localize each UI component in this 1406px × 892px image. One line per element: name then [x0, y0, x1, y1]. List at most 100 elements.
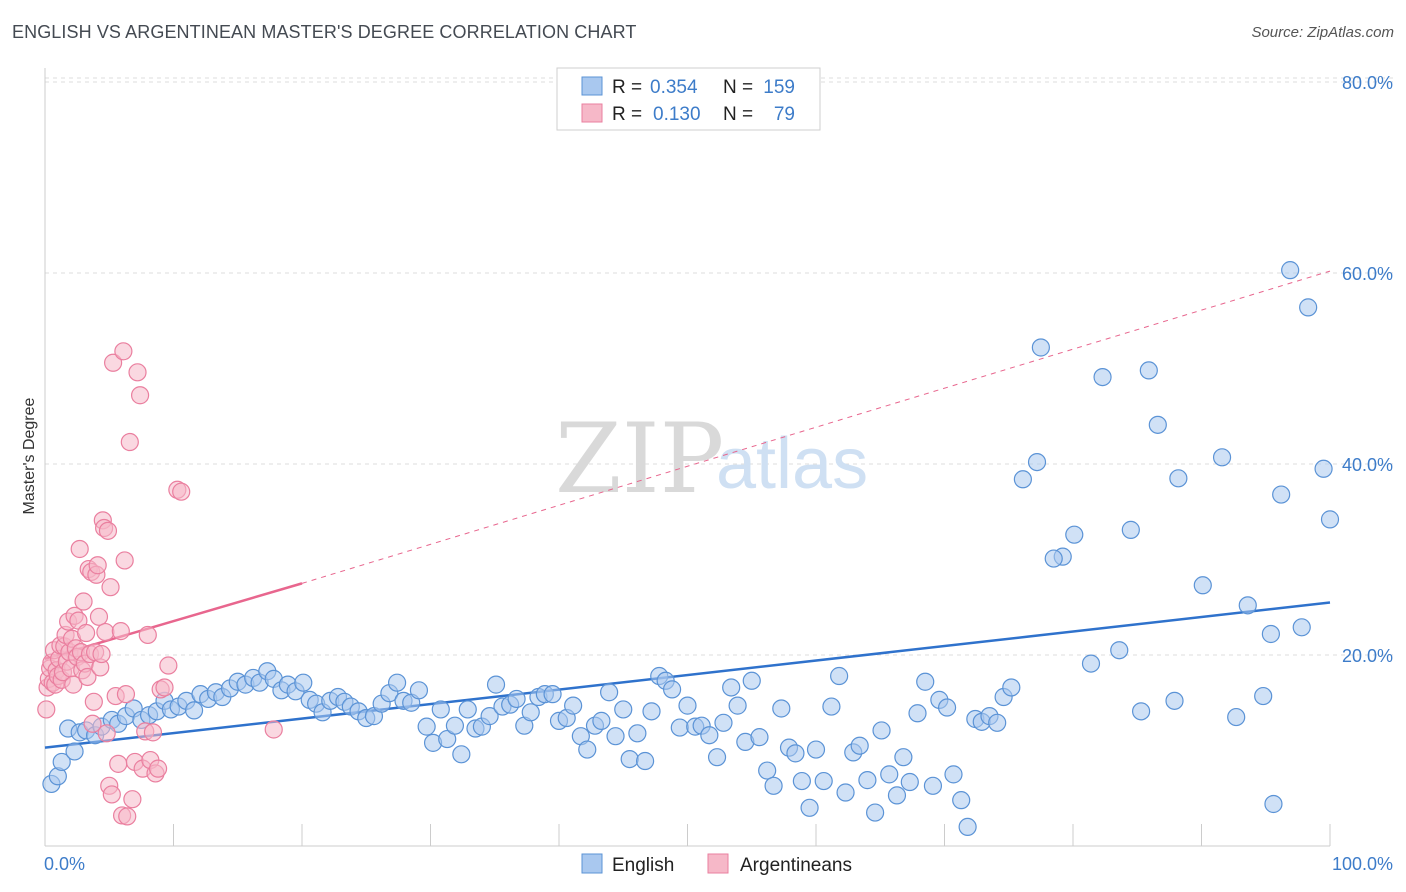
chart-source: Source: ZipAtlas.com — [1251, 24, 1394, 41]
argentineans-point-65 — [130, 386, 150, 405]
english-point-107 — [806, 740, 826, 759]
english-point-81 — [620, 749, 639, 769]
english-point-122 — [916, 672, 935, 691]
english-point-144 — [1193, 576, 1212, 595]
english-point-93 — [707, 748, 727, 767]
english-point-142 — [1148, 415, 1167, 434]
argentineans-point-68 — [138, 625, 157, 645]
english-point-51 — [409, 681, 429, 700]
english-point-119 — [894, 748, 913, 767]
english-point-139 — [1093, 367, 1112, 387]
english-point-56 — [445, 716, 465, 735]
english-point-62 — [486, 675, 506, 694]
english-point-98 — [742, 671, 761, 690]
series-english-points — [42, 261, 1340, 837]
english-point-73 — [564, 696, 583, 715]
english-point-161 — [1292, 618, 1311, 637]
argentineans-point-52 — [104, 353, 123, 372]
english-point-78 — [600, 683, 619, 702]
english-point-155 — [1110, 641, 1129, 660]
argentineans-point-0 — [37, 700, 56, 719]
english-point-99 — [750, 728, 769, 747]
english-point-55 — [438, 729, 457, 749]
argentineans-point-74 — [155, 678, 174, 697]
legend-r-value-english: 0.354 — [650, 77, 698, 98]
english-point-140 — [1121, 520, 1140, 539]
english-point-77 — [592, 711, 611, 730]
watermark: ZIP atlas — [555, 403, 868, 515]
watermark-zip: ZIP — [555, 403, 724, 515]
english-point-89 — [678, 696, 697, 715]
english-point-70 — [543, 685, 562, 704]
argentineans-point-29 — [74, 592, 93, 611]
english-point-101 — [764, 776, 783, 795]
english-point-150 — [1314, 459, 1333, 478]
legend: R = 0.354 N = 159 R = 0.130 N = 79 — [556, 67, 821, 131]
english-point-148 — [1281, 261, 1300, 280]
argentineans-point-54 — [109, 754, 128, 773]
english-point-111 — [836, 783, 855, 802]
x-tick-label-right: 100.0% — [1332, 854, 1393, 874]
argentineans-point-36 — [83, 714, 102, 733]
english-point-102 — [772, 699, 791, 718]
argentineans-point-46 — [96, 622, 115, 642]
argentineans-point-47 — [97, 724, 116, 743]
english-point-75 — [578, 740, 597, 759]
english-point-151 — [1320, 510, 1340, 529]
english-point-121 — [908, 704, 927, 723]
english-point-94 — [714, 713, 733, 732]
english-point-157 — [1165, 691, 1184, 710]
argentineans-point-37 — [84, 692, 103, 711]
english-point-2 — [52, 752, 71, 772]
english-point-65 — [507, 689, 526, 709]
argentineans-point-55 — [111, 622, 130, 641]
english-point-109 — [822, 697, 841, 716]
english-point-57 — [452, 745, 471, 764]
english-point-52 — [417, 717, 436, 736]
english-point-106 — [800, 798, 819, 817]
legend-n-value-english: 159 — [763, 77, 795, 98]
english-point-105 — [792, 771, 811, 791]
english-point-135 — [1013, 470, 1032, 489]
argentineans-point-40 — [88, 556, 107, 575]
argentineans-point-21 — [64, 675, 83, 694]
trend-line-english — [44, 601, 1331, 749]
english-point-96 — [728, 696, 747, 715]
english-point-118 — [887, 786, 907, 805]
argentineans-point-77 — [172, 482, 191, 501]
legend-n-label-english: N = — [723, 77, 753, 98]
english-point-113 — [850, 736, 869, 755]
english-point-152 — [1027, 452, 1047, 472]
english-point-95 — [722, 678, 741, 697]
legend-r-label-english: R = — [612, 77, 642, 98]
english-point-48 — [387, 673, 407, 692]
argentineans-point-41 — [89, 607, 109, 626]
english-point-104 — [786, 744, 805, 763]
english-point-128 — [958, 817, 977, 837]
legend-r-label-argentineans: R = — [612, 104, 642, 125]
y-tick-labels: 20.0% 40.0% 60.0% 80.0% — [1342, 73, 1393, 666]
english-point-126 — [944, 765, 963, 784]
english-point-120 — [900, 772, 919, 792]
chart-title: ENGLISH VS ARGENTINEAN MASTER'S DEGREE C… — [12, 22, 637, 42]
english-point-4 — [65, 742, 84, 761]
gridlines — [45, 77, 1393, 656]
english-point-58 — [458, 700, 477, 719]
english-point-100 — [758, 761, 777, 780]
english-point-108 — [814, 771, 833, 791]
english-point-146 — [1238, 596, 1257, 615]
english-point-114 — [858, 771, 877, 790]
english-point-123 — [923, 776, 943, 795]
argentineans-point-72 — [148, 759, 168, 778]
argentineans-point-31 — [77, 623, 96, 643]
y-tick-label-60: 60.0% — [1342, 264, 1393, 284]
english-point-20 — [184, 701, 204, 720]
watermark-atlas: atlas — [716, 424, 868, 504]
bottom-legend-swatch-argentineans — [707, 853, 729, 874]
trend-english — [44, 601, 1331, 749]
y-tick-label-40: 40.0% — [1342, 455, 1393, 475]
english-point-83 — [635, 751, 655, 771]
english-point-162 — [1264, 794, 1283, 814]
legend-swatch-english — [581, 76, 603, 96]
